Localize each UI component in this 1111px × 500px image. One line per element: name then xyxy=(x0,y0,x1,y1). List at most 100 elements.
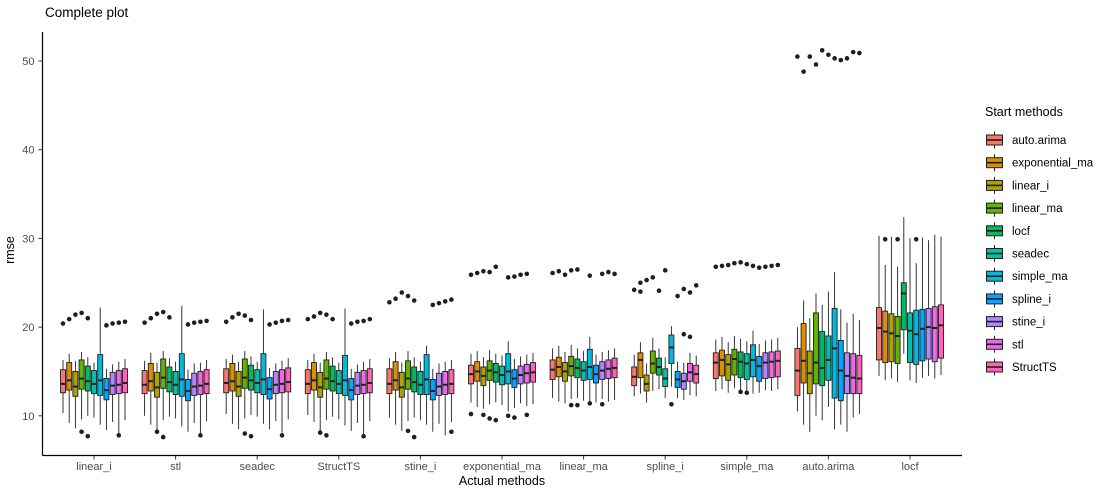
box-linear_i xyxy=(806,318,813,432)
outlier-point xyxy=(493,264,499,270)
outlier-point xyxy=(638,289,643,294)
box-stl xyxy=(115,361,122,434)
iqr-box xyxy=(637,352,644,379)
outlier-point xyxy=(305,316,311,322)
outlier-point xyxy=(826,52,831,58)
outlier-point xyxy=(687,290,693,295)
outlier-point xyxy=(411,434,417,440)
iqr-box xyxy=(154,371,160,398)
iqr-box xyxy=(191,372,198,396)
box-StructTS xyxy=(448,359,455,423)
outlier-point xyxy=(713,264,719,270)
y-tick-label: 20 xyxy=(22,322,34,334)
iqr-box xyxy=(938,304,944,359)
iqr-box xyxy=(844,352,850,395)
outlier-point xyxy=(850,49,856,55)
outlier-point xyxy=(738,389,743,395)
legend-item-label: stl xyxy=(1012,339,1024,351)
outlier-point xyxy=(687,334,693,340)
outlier-point xyxy=(330,316,335,322)
iqr-box xyxy=(392,361,399,391)
outlier-point xyxy=(442,299,448,304)
box-seadec xyxy=(91,362,97,418)
legend-title: Start methods xyxy=(985,105,1063,119)
iqr-box xyxy=(354,371,361,395)
box-simple_ma xyxy=(178,305,185,427)
box-StructTS xyxy=(693,355,700,397)
iqr-box xyxy=(84,365,91,392)
iqr-box xyxy=(405,360,411,390)
box-stine_i xyxy=(436,363,442,424)
box-group-auto.arima xyxy=(794,48,863,432)
axes: 10 20 30 40 50 linear_i stl seadec StructTS stine… xyxy=(22,32,962,473)
box-group-spline_i xyxy=(631,268,700,407)
legend-item-auto.arima: auto.arima xyxy=(986,131,1067,149)
box-spline_i xyxy=(185,369,191,432)
outlier-point xyxy=(738,260,743,265)
box-linear_i xyxy=(235,361,242,430)
outlier-point xyxy=(493,417,499,423)
outlier-point xyxy=(317,430,323,435)
box-linear_ma xyxy=(78,351,85,420)
iqr-box xyxy=(241,358,248,389)
outlier-point xyxy=(505,275,511,280)
box-locf xyxy=(248,356,254,415)
box-StructTS xyxy=(774,337,781,390)
iqr-box xyxy=(423,354,430,395)
x-tick-label: linear_i xyxy=(76,461,111,473)
outlier-point xyxy=(436,300,442,306)
iqr-box xyxy=(254,369,261,394)
outlier-point xyxy=(838,57,844,63)
box-group-seadec xyxy=(223,309,292,439)
legend-item-simple_ma: simple_ma xyxy=(986,267,1068,285)
outlier-point xyxy=(763,264,768,270)
box-auto.arima xyxy=(223,359,230,415)
box-linear_ma xyxy=(568,344,575,399)
outlier-point xyxy=(411,298,417,303)
iqr-box xyxy=(505,353,512,385)
iqr-box xyxy=(160,358,167,389)
legend-item-label: spline_i xyxy=(1012,294,1051,306)
box-auto.arima xyxy=(468,353,474,403)
outlier-point xyxy=(568,268,574,273)
outlier-point xyxy=(116,433,122,438)
iqr-box xyxy=(925,308,932,360)
outlier-point xyxy=(512,415,517,420)
outlier-point xyxy=(575,267,580,272)
legend-item-label: linear_ma xyxy=(1012,203,1063,215)
iqr-box xyxy=(141,370,148,395)
box-locf xyxy=(900,217,907,354)
outlier-point xyxy=(795,54,800,59)
box-linear_ma xyxy=(160,351,167,421)
outlier-point xyxy=(562,272,568,278)
outlier-point xyxy=(191,320,197,325)
box-stl xyxy=(197,362,204,435)
legend-item-seadec: seadec xyxy=(986,245,1049,262)
box-spline_i xyxy=(919,237,926,378)
outlier-point xyxy=(681,331,687,337)
box-locf xyxy=(574,348,581,399)
box-exponential_ma xyxy=(147,352,154,425)
legend-item-linear_i: linear_i xyxy=(986,176,1049,194)
box-spline_i xyxy=(348,368,355,431)
iqr-box xyxy=(800,323,807,384)
box-stl xyxy=(850,313,857,418)
iqr-box xyxy=(850,353,857,395)
iqr-box xyxy=(279,369,285,394)
box-stl xyxy=(523,354,530,407)
outlier-point xyxy=(913,236,919,242)
outlier-point xyxy=(587,401,593,406)
outlier-point xyxy=(606,269,611,275)
box-linear_ma xyxy=(813,293,819,416)
box-linear_ma xyxy=(323,351,330,421)
iqr-box xyxy=(894,316,901,364)
outlier-point xyxy=(154,429,160,435)
box-stine_i xyxy=(844,322,850,432)
box-locf xyxy=(819,304,826,421)
outlier-point xyxy=(393,296,398,302)
outlier-point xyxy=(587,273,593,278)
legend-item-label: simple_ma xyxy=(1012,271,1068,283)
iqr-box xyxy=(386,368,393,395)
outlier-point xyxy=(198,319,203,325)
y-tick-label: 10 xyxy=(22,411,34,423)
